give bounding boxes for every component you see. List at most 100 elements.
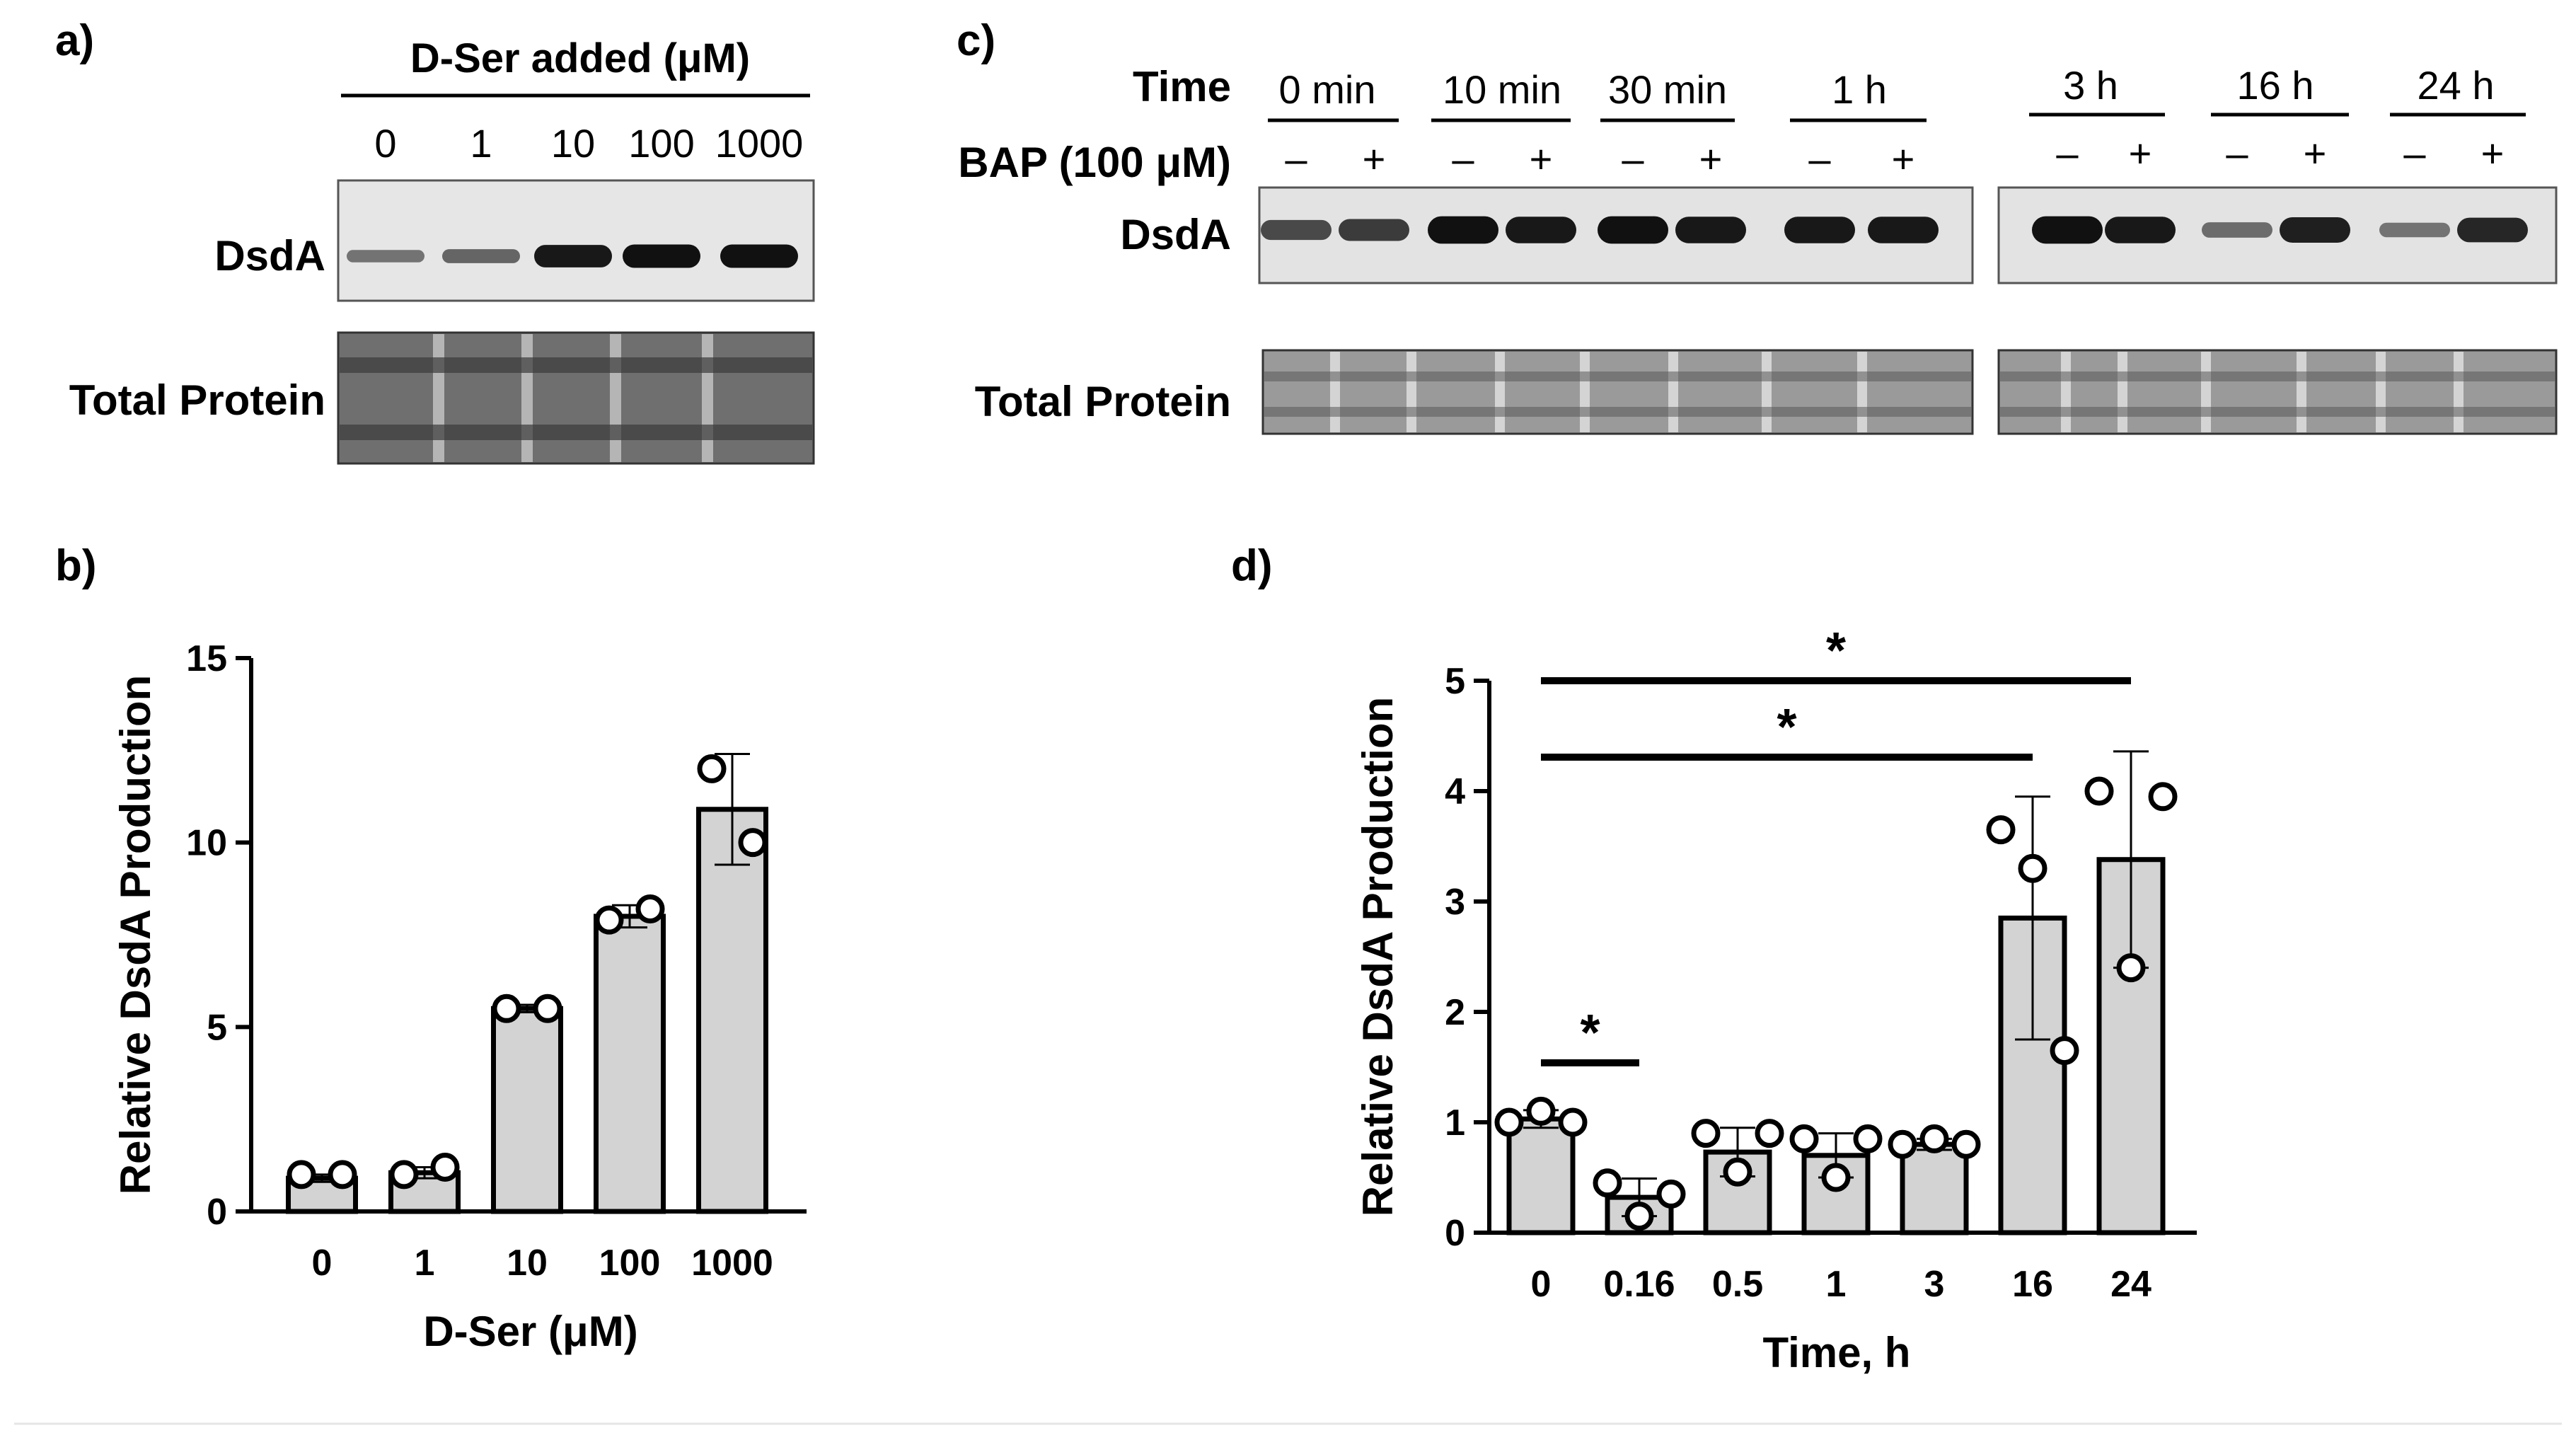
protein-band bbox=[1264, 371, 1971, 381]
y-tick-label: 10 bbox=[186, 823, 227, 864]
panel-c-time-headers: 0 min 10 min 30 min 1 h 3 h 16 h 24 h bbox=[1268, 63, 2526, 122]
panel-c-dsda-band bbox=[1868, 217, 1939, 243]
data-point bbox=[1888, 1129, 1917, 1159]
panel-a-lane-label: 100 bbox=[628, 121, 694, 166]
bar bbox=[594, 914, 666, 1214]
x-axis-title: D-Ser (μM) bbox=[423, 1308, 637, 1355]
lane-gap bbox=[2118, 352, 2127, 432]
lane-gap bbox=[521, 334, 533, 462]
panel-c-dsda-band bbox=[1598, 216, 1668, 244]
panel-c-plus: + bbox=[2304, 131, 2327, 175]
panel-c-plus: + bbox=[2481, 131, 2505, 175]
x-axis-title: Time, h bbox=[1763, 1329, 1911, 1376]
x-tick-label: 0 bbox=[1531, 1264, 1552, 1305]
panel-a-total-texture bbox=[340, 334, 812, 462]
panel-a-lane-label: 10 bbox=[551, 121, 595, 166]
data-point bbox=[2018, 853, 2047, 883]
data-point bbox=[2148, 782, 2178, 812]
x-tick-label: 1 bbox=[415, 1243, 435, 1284]
lane-gap bbox=[2376, 352, 2386, 432]
y-tick-label: 5 bbox=[1445, 661, 1465, 702]
panel-c-label: c) bbox=[957, 16, 995, 65]
protein-band bbox=[340, 425, 812, 440]
panel-c-plus: + bbox=[1530, 137, 1553, 181]
lane-gap bbox=[433, 334, 444, 462]
y-axis-title: Relative DsdA Production bbox=[112, 675, 159, 1195]
panel-a-row-dsda: DsdA bbox=[214, 232, 325, 280]
panel-b: b) 0 5 10 15 0 1 10 100 1000 D-Ser (μM) Relative D… bbox=[55, 541, 807, 1355]
panel-c-dsda-band bbox=[2105, 217, 2176, 243]
panel-c-dsda-band bbox=[2202, 222, 2272, 238]
panel-c-dsda-band bbox=[1675, 217, 1746, 243]
panel-a-dsda-band bbox=[534, 245, 612, 267]
lane-gap bbox=[2454, 352, 2464, 432]
panel-a-total-blot bbox=[337, 331, 815, 465]
x-tick-label: 1000 bbox=[691, 1243, 773, 1284]
panel-c-dsda-band bbox=[2280, 217, 2350, 243]
y-tick-label: 15 bbox=[186, 638, 227, 679]
panel-c-minus: – bbox=[1808, 137, 1831, 181]
significance-star: * bbox=[1777, 699, 1796, 756]
y-tick-label: 2 bbox=[1445, 992, 1465, 1033]
panel-a: a) D-Ser added (μM) 0 1 10 100 1000 DsdA Tot… bbox=[55, 16, 815, 465]
panel-c-time-header: 0 min bbox=[1279, 67, 1376, 112]
panel-c-row-total: Total Protein bbox=[975, 378, 1231, 425]
panel-b-label: b) bbox=[55, 541, 97, 590]
data-point bbox=[1691, 1119, 1721, 1148]
panel-a-dsda-band bbox=[623, 244, 700, 268]
panel-c-time-header: 30 min bbox=[1608, 67, 1727, 112]
lane-gap bbox=[1330, 352, 1340, 432]
chart-b: 0 5 10 15 0 1 10 100 1000 D-Ser (μM) Relative DsdA… bbox=[112, 638, 807, 1355]
data-point bbox=[1624, 1202, 1654, 1231]
panel-c-plus: + bbox=[1892, 137, 1915, 181]
chart-d: 0 1 2 3 4 5 0 0.16 0.5 1 3 16 24 * * * Time, h Relative D… bbox=[1354, 623, 2197, 1376]
data-point bbox=[1919, 1124, 1949, 1153]
x-tick-label: 100 bbox=[599, 1243, 661, 1284]
data-point bbox=[533, 993, 562, 1023]
data-point bbox=[1558, 1107, 1588, 1137]
data-point bbox=[594, 905, 624, 935]
bar bbox=[1900, 1141, 1969, 1235]
y-tick-label: 1 bbox=[1445, 1102, 1465, 1144]
lane-gap bbox=[1857, 352, 1867, 432]
y-tick-label: 4 bbox=[1445, 771, 1465, 812]
panel-a-lane-label: 1 bbox=[470, 121, 492, 166]
data-point bbox=[430, 1152, 460, 1182]
data-point bbox=[1755, 1119, 1784, 1148]
panel-c-dsda-band bbox=[1428, 216, 1498, 244]
significance-star: * bbox=[1826, 623, 1846, 679]
panel-c-dsda-band bbox=[1784, 217, 1855, 243]
panel-c-time-header: 3 h bbox=[2063, 63, 2118, 108]
panel-c-time-label: Time bbox=[1133, 63, 1231, 110]
lane-gap bbox=[610, 334, 621, 462]
data-point bbox=[1789, 1124, 1819, 1153]
protein-band bbox=[2000, 371, 2555, 381]
data-point bbox=[287, 1160, 316, 1190]
panel-a-lane-labels: 0 1 10 100 1000 bbox=[374, 121, 803, 166]
lane-gap bbox=[2201, 352, 2211, 432]
lane-gap bbox=[2297, 352, 2306, 432]
y-axis-title: Relative DsdA Production bbox=[1354, 697, 1402, 1217]
data-point bbox=[2116, 953, 2146, 983]
y-tick-label: 5 bbox=[207, 1007, 227, 1048]
panel-c-time-header: 1 h bbox=[1832, 67, 1887, 112]
panel-a-row-total: Total Protein bbox=[69, 376, 325, 424]
panel-c: c) Time BAP (100 μM) 0 min 10 min 30 min 1 … bbox=[957, 16, 2558, 435]
panel-c-minus: – bbox=[1285, 137, 1307, 181]
x-tick-label: 10 bbox=[507, 1243, 548, 1284]
panel-c-minus: – bbox=[2403, 131, 2426, 175]
x-tick-label: 0.16 bbox=[1603, 1264, 1675, 1305]
x-tick-label: 0.5 bbox=[1712, 1264, 1763, 1305]
panel-c-total-blot-right bbox=[1997, 349, 2558, 435]
panel-c-plus: + bbox=[1699, 137, 1723, 181]
data-point bbox=[328, 1160, 357, 1190]
panel-a-lane-label: 1000 bbox=[715, 121, 804, 166]
x-tick-label: 3 bbox=[1924, 1264, 1945, 1305]
lane-gap bbox=[1495, 352, 1505, 432]
panel-c-row-dsda: DsdA bbox=[1120, 211, 1231, 258]
panel-a-dsda-blot bbox=[337, 179, 815, 302]
panel-a-dsda-band bbox=[442, 249, 520, 263]
lane-gap bbox=[1407, 352, 1416, 432]
panel-c-dsda-band bbox=[2457, 217, 2528, 243]
panel-c-bap-label: BAP (100 μM) bbox=[958, 139, 1231, 186]
